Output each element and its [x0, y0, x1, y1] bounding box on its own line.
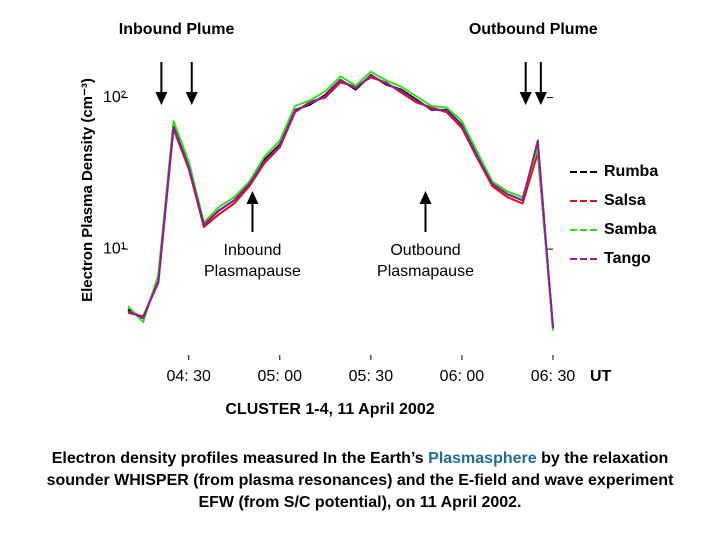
marker-arrowhead — [155, 92, 168, 105]
x-tick-label: 04: 30 — [166, 368, 211, 385]
series-line — [127, 74, 554, 329]
caption-text: by the relaxation sounder WHISPER (from … — [46, 450, 674, 511]
series-line — [127, 70, 554, 331]
x-tick-label: 06: 00 — [440, 368, 485, 385]
x-tick-label: 06: 30 — [531, 368, 576, 385]
legend-label: Rumba — [604, 163, 658, 180]
marker-arrowhead — [185, 92, 198, 105]
marker-arrowhead — [419, 191, 432, 204]
x-tick-label: 05: 00 — [258, 368, 303, 385]
marker-label: Plasmapause — [204, 263, 301, 280]
y-tick-label: 10¹ — [103, 240, 126, 257]
marker-label: Inbound Plume — [119, 21, 235, 38]
series-line — [127, 76, 554, 327]
y-axis-label: Electron Plasma Density (cm⁻³) — [79, 78, 96, 302]
marker-arrowhead — [246, 191, 259, 204]
marker-label: Outbound Plume — [469, 21, 598, 38]
marker-label: Outbound — [390, 242, 460, 259]
marker-label: Inbound — [224, 242, 282, 259]
x-axis-label: UT — [590, 368, 612, 385]
legend-label: Tango — [604, 250, 651, 267]
marker-label: Plasmapause — [377, 263, 474, 280]
subtitle: CLUSTER 1-4, 11 April 2002 — [225, 401, 434, 418]
legend-label: Salsa — [604, 192, 646, 209]
caption: Electron density profiles measured In th… — [30, 448, 690, 514]
caption-highlight: Plasmasphere — [428, 450, 537, 467]
legend-label: Samba — [604, 221, 657, 238]
marker-arrowhead — [519, 92, 532, 105]
x-tick-label: 05: 30 — [349, 368, 394, 385]
caption-text: Electron density profiles measured In th… — [51, 450, 429, 467]
y-tick-label: 10² — [103, 89, 127, 106]
series-line — [127, 74, 554, 329]
marker-arrowhead — [534, 92, 547, 105]
